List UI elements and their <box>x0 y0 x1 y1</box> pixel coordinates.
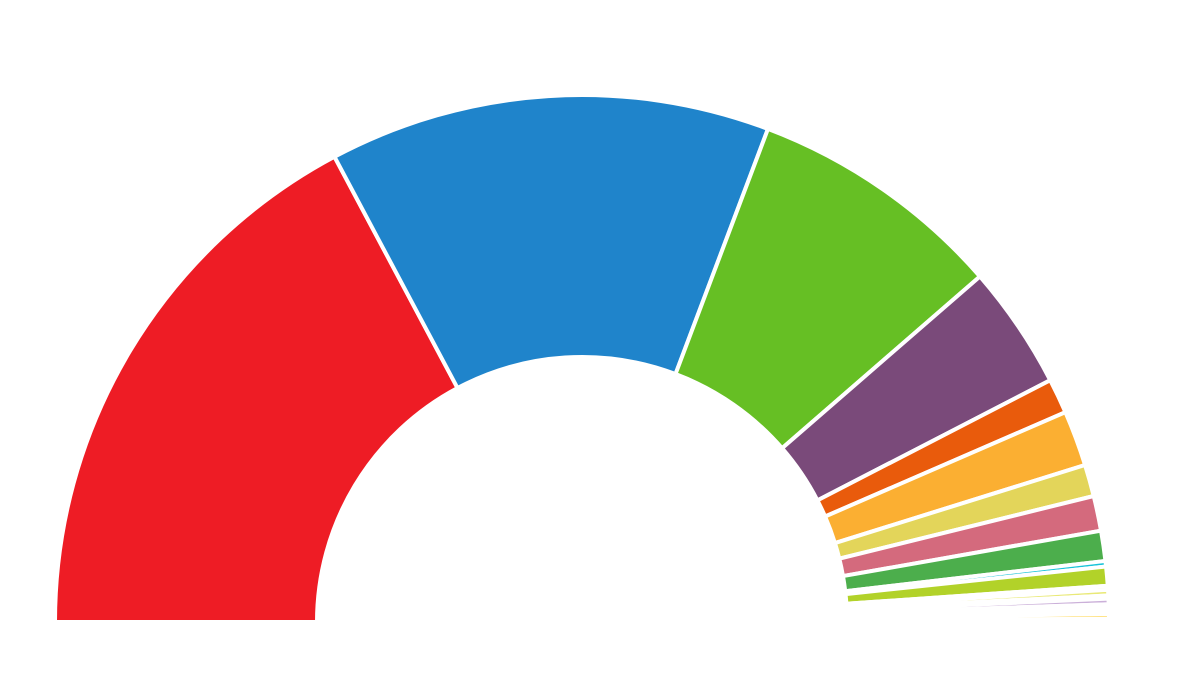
slice-2 <box>331 93 771 391</box>
slice-1 <box>52 154 461 624</box>
slice-20 <box>844 616 1112 624</box>
slices-group <box>52 93 1112 624</box>
